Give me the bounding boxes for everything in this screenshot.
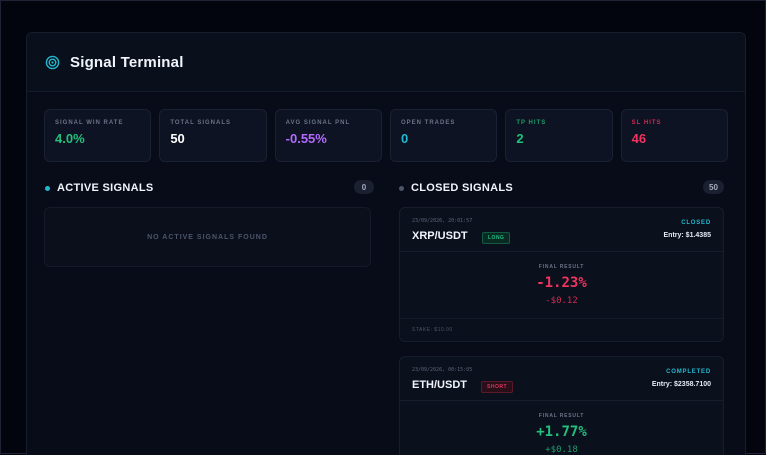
stat-value: 46 xyxy=(631,131,647,146)
signal-terminal-panel: Signal Terminal SIGNAL WIN RATE 4.0% TOT… xyxy=(26,32,746,455)
stat-card-tp-hits: TP HITS 2 xyxy=(505,109,613,162)
active-signals-header: ACTIVE SIGNALS xyxy=(45,180,154,196)
page-title: Signal Terminal xyxy=(70,53,184,71)
closed-signals-count-badge: 50 xyxy=(703,180,724,194)
stats-row: SIGNAL WIN RATE 4.0% TOTAL SIGNALS 50 AV… xyxy=(44,109,728,162)
stat-label: SL HITS xyxy=(631,120,662,126)
signal-pair: XRP/USDT xyxy=(412,230,468,242)
active-signals-empty-state: NO ACTIVE SIGNALS FOUND xyxy=(44,207,371,267)
stat-label: AVG SIGNAL PNL xyxy=(285,120,351,126)
stat-card-avg-pnl: AVG SIGNAL PNL -0.55% xyxy=(274,109,382,162)
signal-date: 23/09/2026, 00:15:05 xyxy=(412,367,473,373)
signal-date: 23/09/2026, 20:01:57 xyxy=(412,218,473,224)
signal-pair: ETH/USDT xyxy=(412,379,467,391)
active-signals-count-badge: 0 xyxy=(354,180,374,194)
final-result-usd: +$0.18 xyxy=(545,445,578,455)
side-badge: SHORT xyxy=(481,381,513,393)
stat-card-win-rate: SIGNAL WIN RATE 4.0% xyxy=(44,109,152,162)
side-badge: LONG xyxy=(482,232,511,244)
stat-label: TP HITS xyxy=(516,120,547,126)
signal-card-header: 23/09/2026, 20:01:57 XRP/USDT LONG CLOSE… xyxy=(400,208,723,252)
stake-info: STAKE: $10.00 xyxy=(412,327,453,333)
status-badge: COMPLETED xyxy=(666,369,711,375)
final-result-label: FINAL RESULT xyxy=(538,413,585,419)
final-result: FINAL RESULT +1.77% +$0.18 xyxy=(400,401,723,455)
stat-value: 2 xyxy=(516,131,524,146)
stat-label: SIGNAL WIN RATE xyxy=(55,120,124,126)
final-result: FINAL RESULT -1.23% -$0.12 xyxy=(400,252,723,319)
final-result-label: FINAL RESULT xyxy=(538,264,585,270)
signal-card[interactable]: 23/09/2026, 20:01:57 XRP/USDT LONG CLOSE… xyxy=(399,207,724,342)
stat-label: TOTAL SIGNALS xyxy=(170,120,231,126)
stat-card-total-signals: TOTAL SIGNALS 50 xyxy=(159,109,267,162)
entry-price: Entry: $2358.7100 xyxy=(651,381,711,388)
stat-value: 4.0% xyxy=(55,131,85,146)
header: Signal Terminal xyxy=(27,33,745,92)
status-dot-icon xyxy=(399,185,404,191)
signal-card[interactable]: 23/09/2026, 00:15:05 ETH/USDT SHORT COMP… xyxy=(399,356,724,455)
final-result-percent: -1.23% xyxy=(536,275,587,291)
status-dot-icon xyxy=(45,185,50,191)
active-signals-title: ACTIVE SIGNALS xyxy=(57,182,154,194)
signal-card-header: 23/09/2026, 00:15:05 ETH/USDT SHORT COMP… xyxy=(400,357,723,401)
final-result-percent: +1.77% xyxy=(536,424,587,440)
closed-signals-title: CLOSED SIGNALS xyxy=(411,182,513,194)
closed-signals-header: CLOSED SIGNALS xyxy=(399,180,513,196)
stat-value: 0 xyxy=(400,131,409,146)
stat-value: -0.55% xyxy=(285,131,327,146)
stat-value: 50 xyxy=(170,131,185,146)
final-result-usd: -$0.12 xyxy=(545,296,578,306)
status-badge: CLOSED xyxy=(681,220,711,226)
target-icon xyxy=(45,55,60,69)
entry-price: Entry: $1.4385 xyxy=(663,232,711,239)
stat-label: OPEN TRADES xyxy=(400,120,456,126)
stat-card-sl-hits: SL HITS 46 xyxy=(620,109,728,162)
stat-card-open-trades: OPEN TRADES 0 xyxy=(389,109,498,162)
